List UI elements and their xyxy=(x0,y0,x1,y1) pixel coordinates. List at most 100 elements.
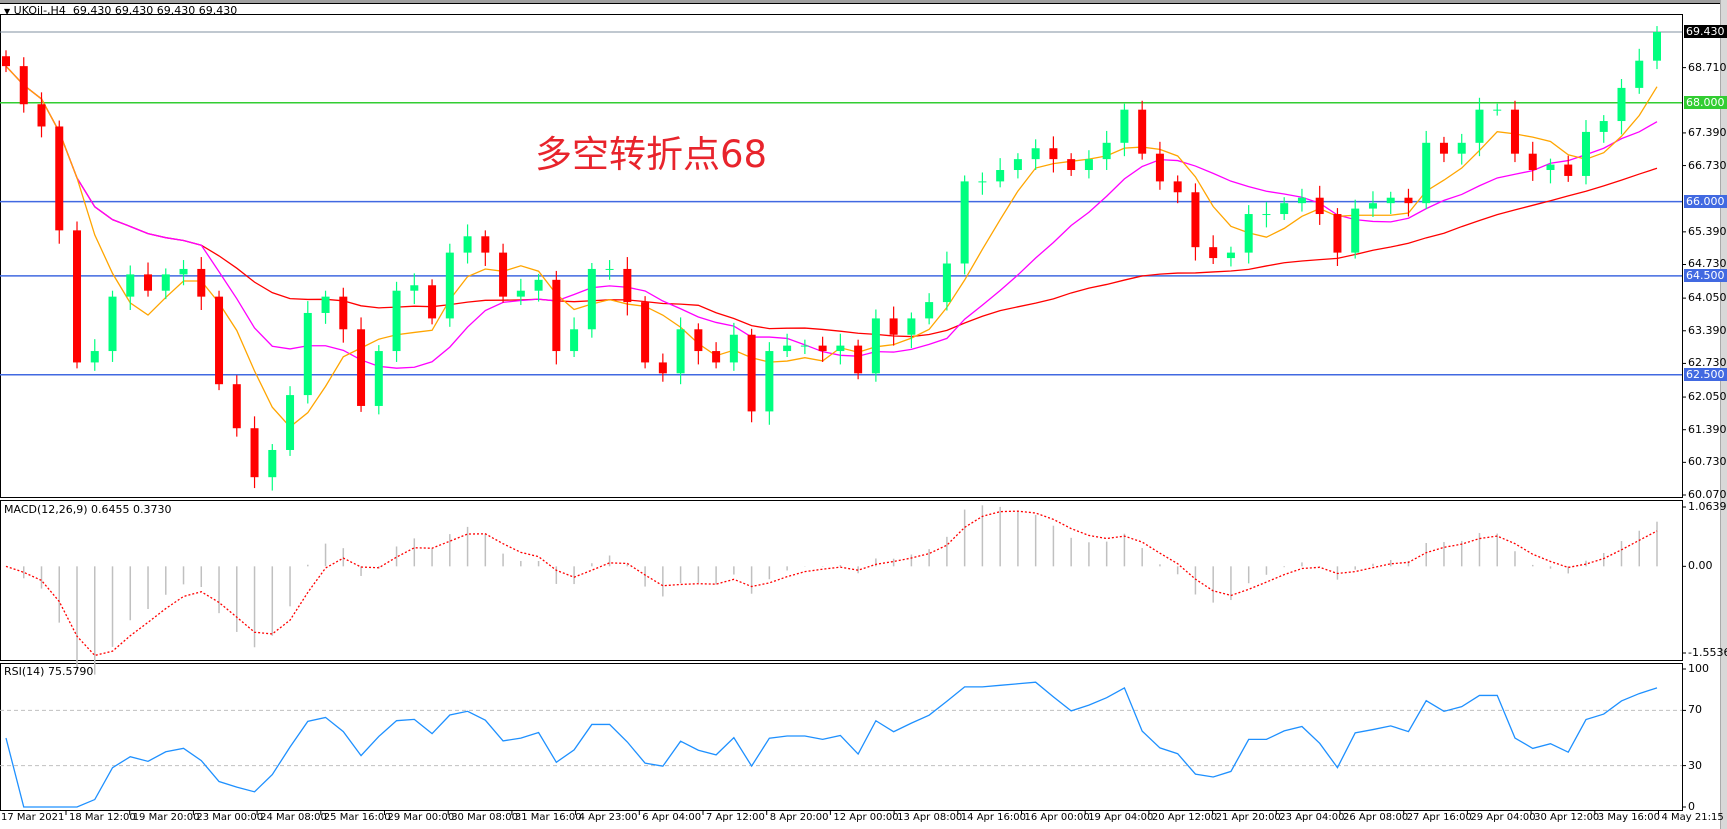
level-price-tag: 64.500 xyxy=(1684,268,1727,282)
candle-body xyxy=(1333,214,1342,253)
candle-body xyxy=(907,318,916,335)
ma-fast-line xyxy=(5,65,1658,428)
pane-frame xyxy=(0,14,1683,498)
chart-title: ▼ UKOil-,H4 69.430 69.430 69.430 69.430 xyxy=(4,4,237,17)
price-tick-label: 68.710 xyxy=(1688,60,1727,74)
candle-body xyxy=(1599,121,1608,132)
candle-body xyxy=(1475,109,1484,143)
time-tick-label: 27 Apr 16:00 xyxy=(1406,812,1472,823)
price-tick-label: 64.730 xyxy=(1688,257,1727,271)
price-tick-label: 64.050 xyxy=(1688,291,1727,305)
candle-body xyxy=(1120,109,1129,143)
scrollbar[interactable] xyxy=(1720,0,1727,829)
candle-body xyxy=(1368,203,1377,209)
candle-body xyxy=(1493,109,1502,111)
candle-body xyxy=(1244,214,1253,253)
candle-body xyxy=(1209,247,1218,259)
price-tick-label: 66.730 xyxy=(1688,158,1727,172)
candle-body xyxy=(605,268,614,270)
candle-body xyxy=(499,252,508,297)
candle-body xyxy=(37,104,46,127)
candle-body xyxy=(534,279,543,291)
price-tick-label: 63.390 xyxy=(1688,323,1727,337)
candle-body xyxy=(641,302,650,363)
rsi-tick-label: 0 xyxy=(1688,800,1695,813)
candle-body xyxy=(1315,197,1324,215)
candle-body xyxy=(1351,208,1360,253)
price-tick-label: 62.730 xyxy=(1688,356,1727,370)
ohlc-readout: 69.430 69.430 69.430 69.430 xyxy=(72,4,238,17)
price-tick-label: 62.050 xyxy=(1688,390,1727,404)
time-tick-label: 23 Apr 04:00 xyxy=(1279,812,1345,823)
current-price-tag: 69.430 xyxy=(1684,25,1727,38)
candle-body xyxy=(1102,142,1111,160)
price-tick-label: 60.730 xyxy=(1688,455,1727,469)
candle-body xyxy=(1404,197,1413,204)
candle-body xyxy=(357,329,366,406)
time-tick-label: 8 Apr 20:00 xyxy=(769,812,829,823)
candle-body xyxy=(250,428,259,478)
time-tick-label: 24 Mar 08:00 xyxy=(260,812,327,823)
macd-signal-line xyxy=(5,510,1658,657)
candle-body xyxy=(1386,197,1395,204)
rsi-tick-label: 70 xyxy=(1688,703,1702,717)
rsi-label: RSI(14) 75.5790 xyxy=(4,665,94,678)
candle-body xyxy=(925,302,934,319)
candle-body xyxy=(765,351,774,412)
candle-body xyxy=(1439,142,1448,154)
time-tick-label: 30 Apr 12:00 xyxy=(1534,812,1600,823)
candle-body xyxy=(1564,164,1573,176)
candle-body xyxy=(392,290,401,352)
candle-body xyxy=(1457,142,1466,154)
time-tick-label: 4 Apr 23:00 xyxy=(578,812,638,823)
candle-body xyxy=(1422,142,1431,204)
time-tick-label: 29 Apr 04:00 xyxy=(1470,812,1536,823)
candle-body xyxy=(410,285,419,291)
candle-body xyxy=(1297,197,1306,204)
candle-body xyxy=(570,329,579,352)
candle-body xyxy=(871,318,880,374)
candle-body xyxy=(1226,252,1235,259)
candle-body xyxy=(2,56,10,67)
candle-body xyxy=(712,351,721,363)
time-tick-label: 17 Mar 2021 xyxy=(1,812,65,823)
price-tick-label: 65.390 xyxy=(1688,224,1727,238)
candle-body xyxy=(73,230,82,363)
candle-body xyxy=(978,181,987,183)
candle-body xyxy=(658,362,667,374)
candle-body xyxy=(374,351,383,406)
candle-body xyxy=(676,329,685,374)
candle-body xyxy=(1510,109,1519,154)
candle-body xyxy=(215,296,224,385)
candle-body xyxy=(996,170,1005,182)
candle-body xyxy=(1581,131,1590,176)
candle-body xyxy=(1528,153,1537,171)
candle-body xyxy=(1084,159,1093,171)
candle-body xyxy=(1067,159,1076,171)
candle-body xyxy=(126,274,135,297)
candle-body xyxy=(232,384,241,429)
candle-body xyxy=(1653,32,1661,61)
candle-body xyxy=(587,268,596,330)
time-tick-label: 14 Apr 16:00 xyxy=(960,812,1026,823)
candle-body xyxy=(889,318,898,335)
time-tick-label: 25 Mar 16:00 xyxy=(323,812,391,823)
symbol-label: UKOil-,H4 xyxy=(13,4,66,17)
candle-body xyxy=(197,268,206,297)
time-tick-label: 7 Apr 12:00 xyxy=(706,812,765,823)
candle-body xyxy=(303,312,312,396)
candle-body xyxy=(800,345,809,347)
level-price-tag: 66.000 xyxy=(1684,194,1727,208)
candle-body xyxy=(339,296,348,330)
time-tick-label: 26 Apr 08:00 xyxy=(1343,812,1409,823)
candle-body xyxy=(108,296,117,352)
ma-mid-line xyxy=(5,65,1658,369)
candle-body xyxy=(1635,60,1644,88)
candle-body xyxy=(55,126,64,231)
candle-body xyxy=(1155,153,1164,182)
collapse-triangle-icon[interactable]: ▼ xyxy=(4,7,11,16)
time-tick-label: 19 Apr 04:00 xyxy=(1088,812,1154,823)
candle-body xyxy=(1031,148,1040,160)
candle-body xyxy=(942,263,951,303)
